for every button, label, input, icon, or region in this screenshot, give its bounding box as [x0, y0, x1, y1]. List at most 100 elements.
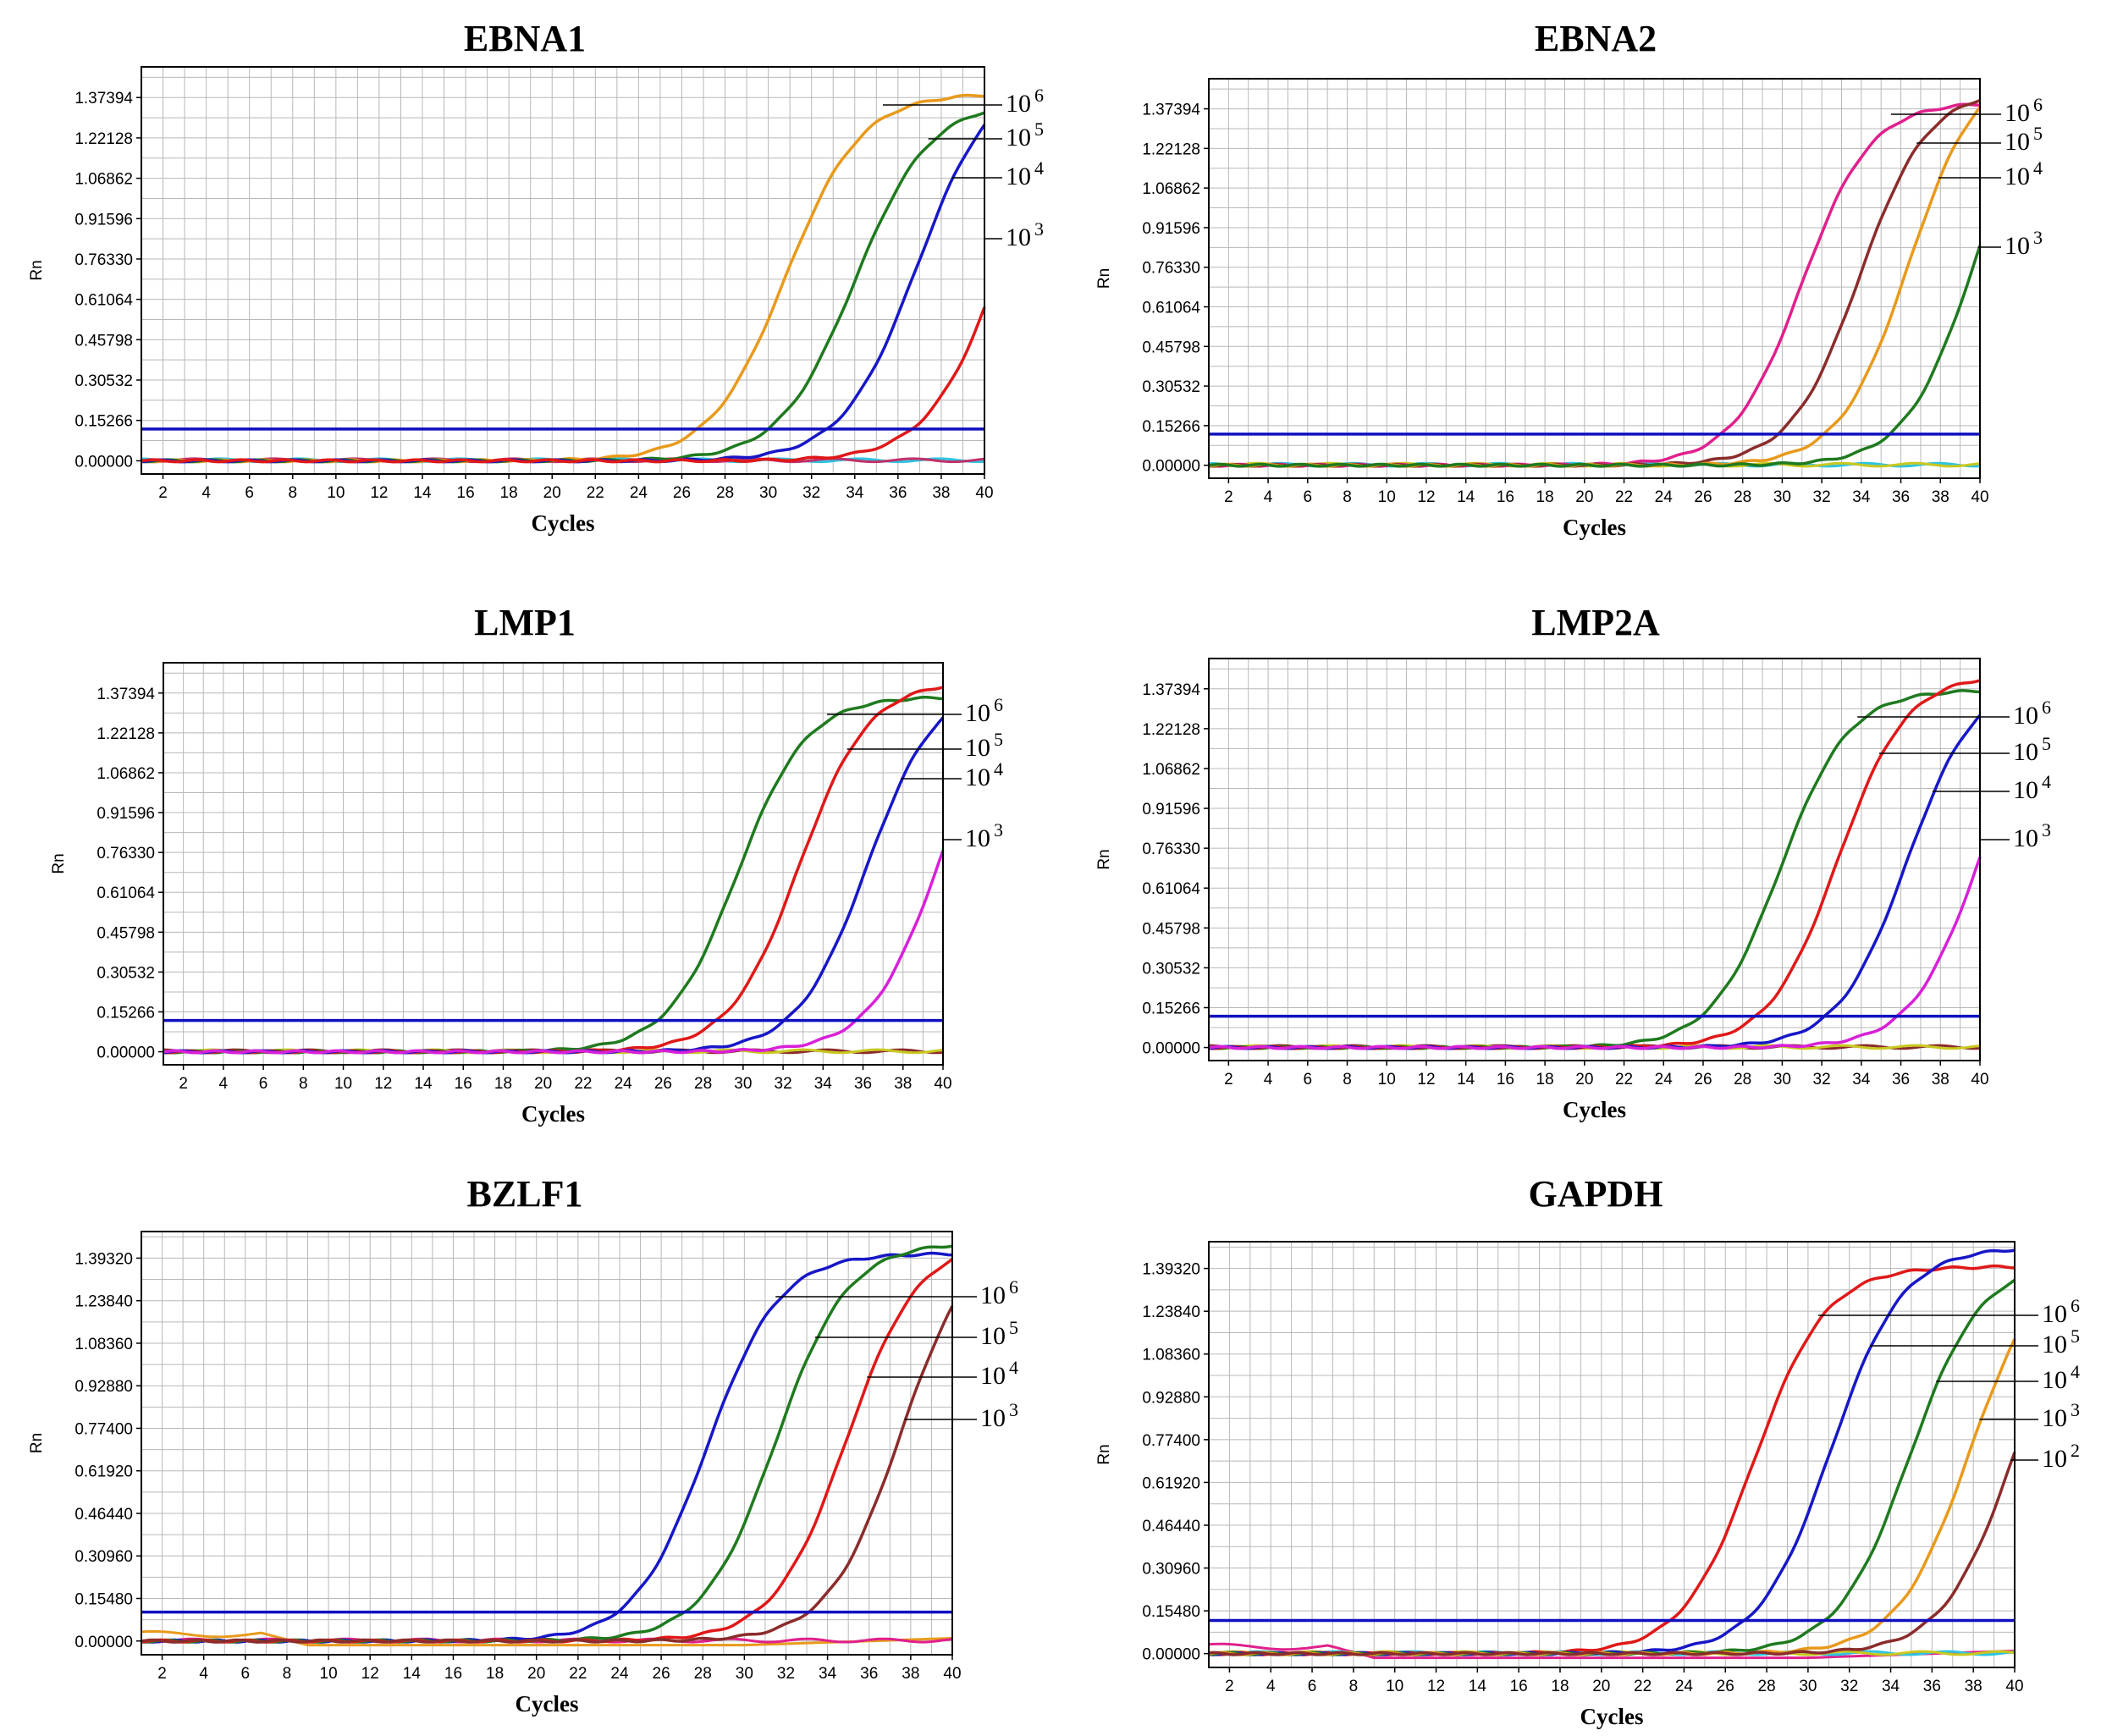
dilution-label: 10 6 [2013, 697, 2051, 730]
y-axis-label: Rn [28, 1433, 46, 1453]
dilution-label: 10 4 [2013, 771, 2051, 804]
x-tick-label: 4 [1264, 488, 1273, 506]
y-tick-label: 1.06862 [1142, 761, 1200, 779]
x-tick-label: 8 [1343, 488, 1352, 506]
dilution-label: 10 5 [965, 729, 1003, 762]
x-tick-label: 32 [802, 484, 820, 502]
x-tick-label: 16 [457, 484, 475, 502]
dilution-label: 10 6 [2042, 1295, 2080, 1328]
x-tick-label: 18 [494, 1075, 512, 1093]
y-tick-label: 1.08360 [1142, 1347, 1200, 1364]
x-axis-label: Cycles [521, 1101, 585, 1127]
y-tick-label: 0.61920 [1142, 1474, 1200, 1492]
chart-panel-ebna1: EBNA1 0.00000 0.15266 0.30532 0.45798 0.61064… [28, 18, 1044, 536]
chart-panel-lmp2a: LMP2A 0.00000 0.15266 0.30532 0.45798 0.61064… [1095, 602, 2051, 1122]
x-tick-label: 12 [374, 1075, 392, 1093]
dilution-label: 10 3 [965, 819, 1003, 852]
y-tick-label: 0.15266 [97, 1004, 155, 1022]
x-tick-label: 24 [630, 484, 648, 502]
x-tick-label: 26 [1717, 1678, 1734, 1695]
y-tick-label: 0.00000 [97, 1044, 155, 1062]
chart-panel-ebna2: EBNA2 0.00000 0.15266 0.30532 0.45798 0.61064… [1095, 18, 2043, 540]
y-tick-label: 0.00000 [74, 453, 133, 471]
dilution-label: 10 6 [2004, 94, 2043, 127]
x-tick-label: 8 [288, 484, 297, 502]
x-tick-label: 6 [1304, 1071, 1313, 1088]
chart-title: GAPDH [1529, 1173, 1663, 1215]
x-tick-label: 2 [1224, 488, 1233, 506]
dilution-label: 10 5 [2042, 1325, 2080, 1358]
chart-title: LMP1 [474, 602, 576, 643]
x-tick-label: 12 [1417, 1071, 1435, 1088]
x-tick-label: 10 [1378, 488, 1396, 506]
x-tick-label: 28 [1758, 1678, 1776, 1695]
plot-frame [1208, 1241, 2016, 1668]
x-tick-label: 40 [975, 484, 993, 502]
y-tick-label: 0.61064 [97, 885, 155, 902]
x-tick-label: 12 [370, 484, 388, 502]
x-tick-label: 10 [334, 1075, 352, 1093]
chart-title: BZLF1 [467, 1173, 583, 1215]
x-tick-label: 28 [694, 1075, 712, 1093]
plot-area [1209, 1242, 2015, 1667]
x-tick-label: 4 [1264, 1071, 1273, 1088]
dilution-label: 10 3 [2013, 819, 2051, 852]
x-tick-label: 24 [1675, 1678, 1694, 1695]
chart-title: LMP2A [1531, 602, 1660, 643]
x-tick-label: 26 [654, 1075, 672, 1093]
y-tick-label: 0.15266 [1142, 418, 1200, 436]
x-tick-label: 30 [1773, 488, 1791, 506]
x-tick-label: 30 [759, 484, 777, 502]
x-tick-label: 38 [894, 1075, 912, 1093]
plot-frame [163, 662, 944, 1066]
y-tick-label: 0.30532 [97, 964, 155, 982]
y-axis-label: Rn [1095, 1444, 1113, 1464]
y-tick-label: 1.37394 [1142, 102, 1200, 119]
x-tick-label: 16 [444, 1665, 462, 1683]
dilution-label: 10 6 [980, 1276, 1018, 1309]
x-tick-label: 34 [819, 1665, 837, 1683]
dilution-label: 10 4 [1006, 157, 1044, 190]
x-tick-label: 8 [283, 1665, 292, 1683]
y-tick-label: 1.08360 [74, 1336, 133, 1353]
x-tick-label: 10 [1386, 1678, 1403, 1695]
x-tick-label: 20 [543, 484, 561, 502]
dilution-label: 10 5 [980, 1317, 1018, 1350]
x-tick-label: 38 [932, 484, 950, 502]
x-tick-label: 2 [158, 484, 168, 502]
x-tick-label: 2 [157, 1665, 167, 1683]
x-tick-label: 24 [615, 1075, 633, 1093]
x-tick-label: 32 [1813, 1071, 1831, 1088]
chart-panel-lmp1: LMP1 0.00000 0.15266 0.30532 0.45798 0.61064 0… [50, 602, 1003, 1127]
amplification-curve [163, 850, 945, 1055]
chart-panel-gapdh: GAPDH 0.00000 0.15480 0.30960 0.46440 0.61920… [1095, 1173, 2080, 1729]
dilution-label: 10 3 [2004, 227, 2043, 260]
x-tick-label: 34 [1852, 1071, 1871, 1088]
x-axis-label: Cycles [516, 1691, 579, 1717]
x-tick-label: 34 [1882, 1678, 1900, 1695]
x-tick-label: 18 [500, 484, 518, 502]
x-tick-label: 8 [299, 1075, 308, 1093]
x-tick-label: 32 [1840, 1678, 1858, 1695]
x-tick-label: 28 [1734, 1071, 1751, 1088]
x-axis-label: Cycles [1580, 1704, 1644, 1729]
x-tick-label: 6 [259, 1075, 268, 1093]
y-axis-label: Rn [1095, 268, 1113, 289]
x-tick-label: 28 [1734, 488, 1751, 506]
x-tick-label: 40 [1971, 1071, 1988, 1088]
x-tick-label: 8 [1349, 1678, 1359, 1695]
y-tick-label: 0.45798 [97, 924, 155, 942]
x-tick-label: 34 [846, 484, 864, 502]
y-tick-label: 0.61064 [1142, 880, 1200, 898]
x-tick-label: 8 [1343, 1071, 1352, 1088]
y-tick-label: 0.45798 [74, 332, 133, 350]
y-tick-label: 0.61064 [74, 292, 133, 310]
y-tick-label: 0.92880 [1142, 1389, 1200, 1407]
y-tick-label: 0.77400 [74, 1420, 133, 1438]
x-tick-label: 30 [1799, 1678, 1817, 1695]
x-tick-label: 4 [201, 484, 211, 502]
y-tick-label: 1.22128 [74, 130, 133, 148]
y-tick-label: 0.30960 [1142, 1561, 1200, 1579]
x-tick-label: 14 [403, 1665, 422, 1683]
x-axis-label: Cycles [1563, 515, 1626, 540]
